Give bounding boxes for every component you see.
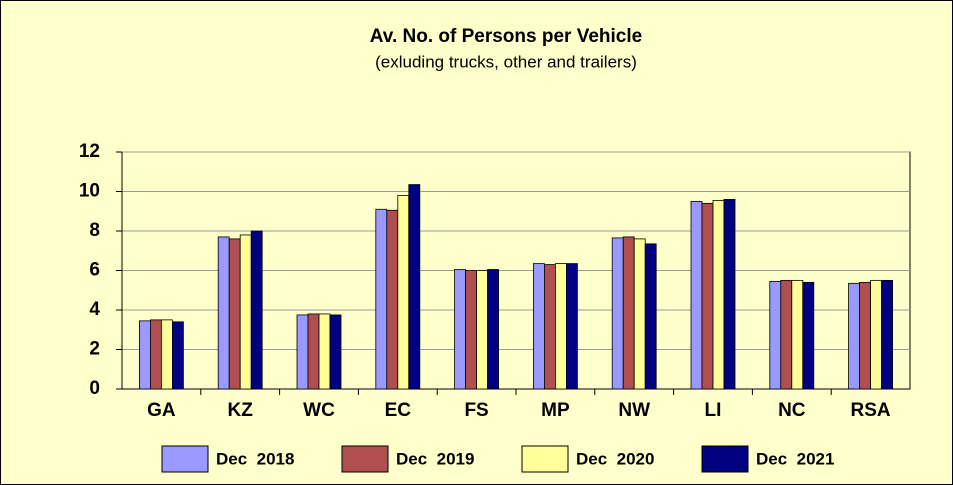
y-tick-label: 0 [89, 378, 100, 399]
bar [723, 198, 736, 390]
bar [881, 279, 893, 390]
legend-swatch [521, 445, 569, 473]
bar [138, 320, 151, 390]
legend-label: Dec 2019 [396, 449, 474, 468]
bar [454, 269, 467, 390]
legend-label: Dec 2020 [576, 449, 654, 468]
bar [239, 234, 252, 390]
bar [296, 314, 309, 390]
bar [690, 200, 703, 390]
y-tick-label: 6 [89, 260, 100, 281]
bar [633, 238, 646, 390]
bar [318, 313, 331, 390]
bar [217, 236, 230, 390]
y-tick-label: 4 [89, 299, 100, 320]
x-tick-label: KZ [228, 400, 254, 421]
y-tick-label: 8 [89, 220, 100, 241]
bar [870, 279, 882, 390]
x-tick-label: LI [705, 400, 722, 421]
bar [250, 230, 263, 390]
bar [228, 238, 241, 390]
legend-swatch [161, 445, 209, 473]
bar [465, 270, 478, 390]
x-tick-label: NW [618, 400, 650, 421]
x-tick-label: MP [541, 400, 570, 421]
bar [476, 270, 489, 390]
bar [780, 279, 793, 390]
bar [791, 279, 804, 390]
legend-label: Dec 2018 [216, 449, 294, 468]
bar [566, 263, 578, 390]
bar [397, 195, 410, 390]
legend-swatch [701, 445, 749, 473]
x-tick-label: RSA [851, 400, 891, 421]
x-tick-label: GA [147, 400, 176, 421]
bar [644, 243, 657, 390]
bar [802, 281, 815, 390]
bar [769, 280, 782, 390]
bar [329, 314, 342, 390]
bar [859, 281, 871, 390]
y-tick-label: 10 [79, 181, 100, 202]
bar [848, 282, 860, 390]
bar [533, 263, 545, 390]
bar [171, 321, 184, 390]
bar [160, 319, 173, 390]
bar [712, 199, 725, 390]
bar [386, 209, 399, 390]
bar [487, 269, 500, 390]
bar [149, 319, 162, 390]
bar [307, 313, 320, 390]
bar [611, 237, 624, 390]
bar [701, 202, 714, 390]
chart-subtitle: (exluding trucks, other and trailers) [375, 52, 637, 71]
bar [555, 263, 567, 390]
y-tick-label: 2 [89, 339, 100, 360]
x-tick-label: EC [385, 400, 412, 421]
chart-title: Av. No. of Persons per Vehicle [370, 26, 642, 47]
y-tick-label: 12 [79, 141, 100, 162]
bar [622, 236, 635, 390]
x-tick-label: FS [464, 400, 488, 421]
bar [544, 264, 556, 390]
x-tick-label: NC [778, 400, 806, 421]
bar [375, 208, 388, 390]
legend-label: Dec 2021 [756, 449, 834, 468]
x-tick-label: WC [303, 400, 335, 421]
legend-swatch [341, 445, 389, 473]
bar [408, 184, 421, 390]
